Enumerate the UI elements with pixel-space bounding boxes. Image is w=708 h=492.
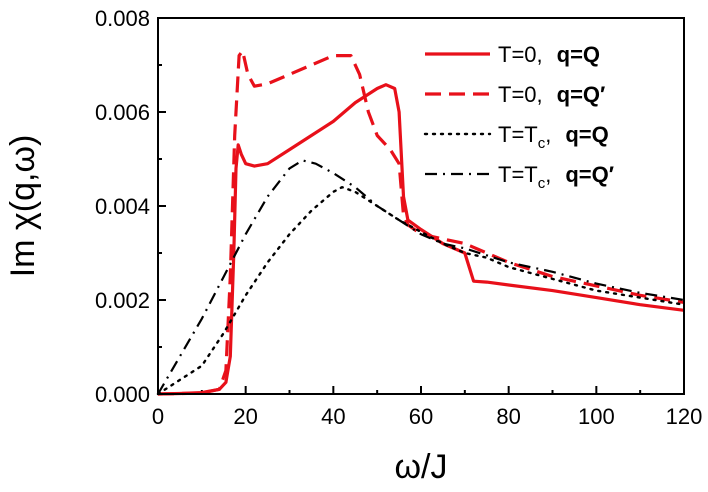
x-axis-ticks: 0 20 40 60 80 100 120 [152, 386, 702, 429]
y-axis-title: Im χ(q,ω) [4, 135, 42, 278]
legend-label-2: T=0, q=Q′ [498, 82, 605, 107]
legend-label-3: T=Tc, q=Q [498, 122, 609, 152]
series-line-2 [157, 49, 685, 396]
y-tick-label: 0.004 [95, 194, 150, 219]
x-tick-label: 100 [578, 404, 615, 429]
series-layer [156, 49, 686, 396]
x-axis-title: ω/J [395, 448, 448, 486]
y-tick-label: 0.006 [95, 100, 150, 125]
y-tick-label: 0.002 [95, 288, 150, 313]
x-tick-label: 80 [496, 404, 520, 429]
x-tick-label: 0 [152, 404, 164, 429]
legend-label-1: T=0, q=Q [498, 42, 600, 67]
series-line-4 [157, 159, 685, 395]
x-tick-label: 40 [321, 404, 345, 429]
y-tick-label: 0.008 [95, 6, 150, 31]
x-tick-label: 20 [233, 404, 257, 429]
plot-frame [157, 17, 685, 395]
y-axis-ticks: 0.000 0.002 0.004 0.006 0.008 [95, 6, 166, 407]
series-line-3 [156, 186, 686, 396]
y-tick-label: 0.000 [95, 382, 150, 407]
legend-label-4: T=Tc, q=Q′ [498, 162, 614, 192]
x-tick-label: 60 [409, 404, 433, 429]
series-line-1 [157, 83, 685, 396]
x-tick-label: 120 [666, 404, 703, 429]
legend: T=0, q=Q T=0, q=Q′ T=Tc, q=Q T=Tc, q=Q′ [423, 42, 614, 192]
